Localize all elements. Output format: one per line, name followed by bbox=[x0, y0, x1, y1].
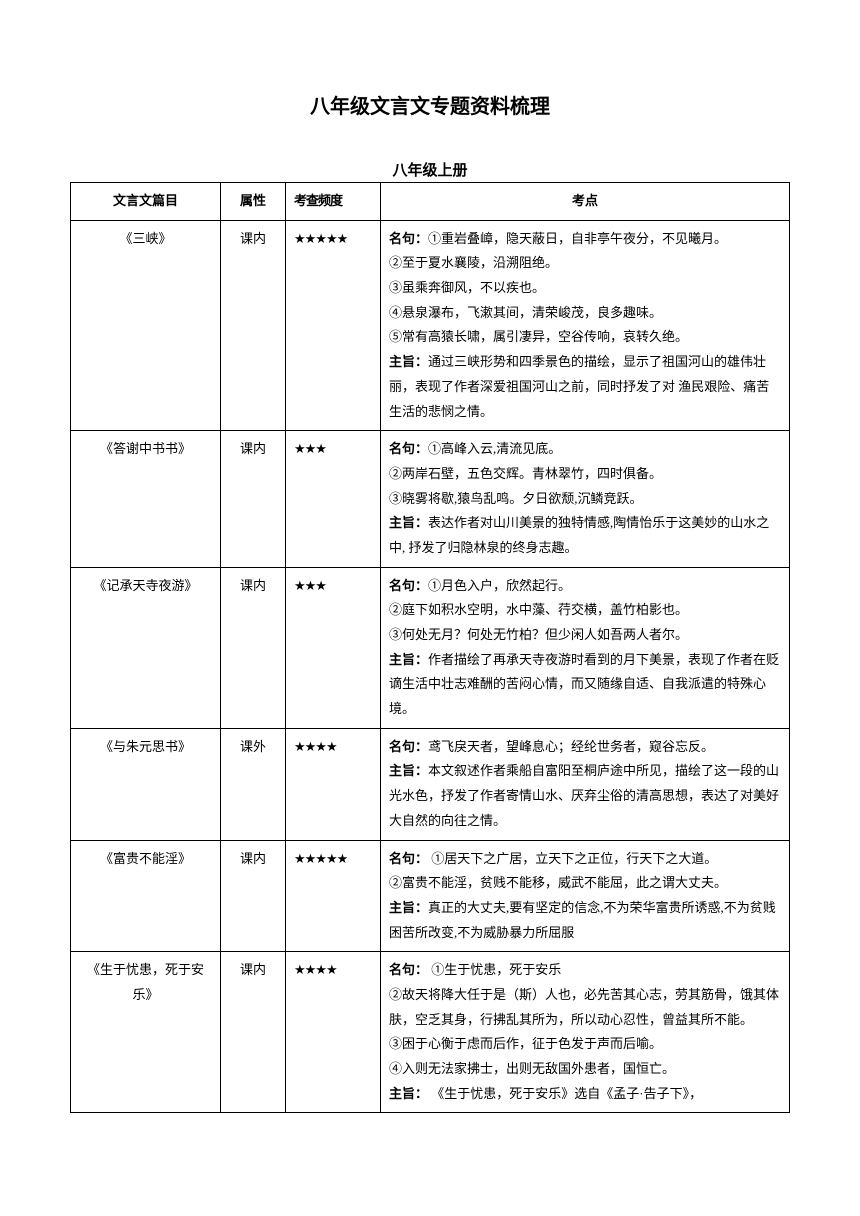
table-row: 《三峡》课内★★★★★ 名句：①重岩叠嶂，隐天蔽日，自非亭午夜分，不见曦月。 ②至于… bbox=[71, 220, 790, 431]
cell-attribute: 课内 bbox=[221, 220, 286, 431]
mingju-label: 名句： bbox=[389, 739, 428, 754]
mingju-line: ①生于忧患，死于安乐 bbox=[428, 962, 561, 977]
mingju-label: 名句： bbox=[389, 851, 428, 866]
mingju-label: 名句： bbox=[389, 441, 428, 456]
mingju-line: ③虽乘奔御风，不以疾也。 bbox=[389, 280, 545, 295]
mingju-line: ①重岩叠嶂，隐天蔽日，自非亭午夜分，不见曦月。 bbox=[428, 231, 727, 246]
header-frequency: 考查频度 bbox=[286, 183, 381, 221]
mingju-line: ⑤常有高猿长啸，属引凄异，空谷传响，哀转久绝。 bbox=[389, 329, 688, 344]
zhuzhi-label: 主旨： bbox=[389, 1086, 428, 1101]
zhuzhi-label: 主旨： bbox=[389, 763, 428, 778]
cell-frequency: ★★★ bbox=[286, 567, 381, 728]
mingju-label: 名句： bbox=[389, 962, 428, 977]
mingju-line: ①月色入户，欣然起行。 bbox=[428, 578, 571, 593]
cell-frequency: ★★★★ bbox=[286, 728, 381, 840]
cell-title: 《富贵不能淫》 bbox=[71, 840, 221, 952]
zhuzhi-label: 主旨： bbox=[389, 652, 428, 667]
mingju-line: ③何处无月？何处无竹柏？但少闲人如吾两人者尔。 bbox=[389, 627, 688, 642]
sub-title: 八年级上册 bbox=[70, 159, 790, 180]
mingju-line: ④悬泉瀑布，飞漱其间，清荣峻茂，良多趣味。 bbox=[389, 305, 662, 320]
cell-attribute: 课外 bbox=[221, 728, 286, 840]
zhuzhi-label: 主旨： bbox=[389, 515, 428, 530]
table-row: 《记承天寺夜游》课内★★★ 名句：①月色入户，欣然起行。 ②庭下如积水空明，水中藻、… bbox=[71, 567, 790, 728]
table-row: 《生于忧患，死于安乐》课内★★★★ 名句： ①生于忧患，死于安乐 ②故天将降大任于是… bbox=[71, 952, 790, 1113]
cell-points: 名句： ①居天下之广居，立天下之正位，行天下之大道。 ②富贵不能淫，贫贱不能移，威… bbox=[381, 840, 790, 952]
mingju-label: 名句： bbox=[389, 578, 428, 593]
cell-attribute: 课内 bbox=[221, 840, 286, 952]
cell-title: 《生于忧患，死于安乐》 bbox=[71, 952, 221, 1113]
header-attribute: 属性 bbox=[221, 183, 286, 221]
mingju-line: 鸢飞戾天者，望峰息心；经纶世务者，窥谷忘反。 bbox=[428, 739, 714, 754]
cell-frequency: ★★★ bbox=[286, 431, 381, 567]
mingju-line: ②富贵不能淫，贫贱不能移，威武不能屈，此之谓大丈夫。 bbox=[389, 875, 727, 890]
table-row: 《与朱元思书》课外★★★★名句：鸢飞戾天者，望峰息心；经纶世务者，窥谷忘反。主旨… bbox=[71, 728, 790, 840]
mingju-line: ①高峰入云,清流见底。 bbox=[428, 441, 561, 456]
zhuzhi-text: 本文叙述作者乘船自富阳至桐庐途中所见，描绘了这一段的山光水色，抒发了作者寄情山水… bbox=[389, 763, 779, 827]
table-row: 《富贵不能淫》课内★★★★★名句： ①居天下之广居，立天下之正位，行天下之大道。… bbox=[71, 840, 790, 952]
cell-attribute: 课内 bbox=[221, 567, 286, 728]
mingju-line: ③困于心衡于虑而后作，征于色发于声而后喻。 bbox=[389, 1036, 662, 1051]
zhuzhi-label: 主旨： bbox=[389, 900, 428, 915]
mingju-line: ②庭下如积水空明，水中藻、荇交横，盖竹柏影也。 bbox=[389, 602, 688, 617]
cell-attribute: 课内 bbox=[221, 431, 286, 567]
cell-frequency: ★★★★★ bbox=[286, 220, 381, 431]
cell-title: 《记承天寺夜游》 bbox=[71, 567, 221, 728]
cell-frequency: ★★★★★ bbox=[286, 840, 381, 952]
header-row: 文言文篇目 属性 考查频度 考点 bbox=[71, 183, 790, 221]
cell-title: 《答谢中书书》 bbox=[71, 431, 221, 567]
mingju-line: ①居天下之广居，立天下之正位，行天下之大道。 bbox=[428, 851, 717, 866]
mingju-line: ②两岸石壁，五色交辉。青林翠竹，四时俱备。 bbox=[389, 466, 662, 481]
cell-points: 名句： ①生于忧患，死于安乐 ②故天将降大任于是（斯）人也，必先苦其心志，劳其筋骨… bbox=[381, 952, 790, 1113]
zhuzhi-label: 主旨： bbox=[389, 354, 428, 369]
cell-title: 《与朱元思书》 bbox=[71, 728, 221, 840]
cell-attribute: 课内 bbox=[221, 952, 286, 1113]
mingju-line: ②至于夏水襄陵，沿溯阻绝。 bbox=[389, 255, 558, 270]
cell-points: 名句：鸢飞戾天者，望峰息心；经纶世务者，窥谷忘反。主旨：本文叙述作者乘船自富阳至… bbox=[381, 728, 790, 840]
mingju-line: ③晓雾将歇,猿鸟乱鸣。夕日欲颓,沉鳞竞跃。 bbox=[389, 491, 643, 506]
zhuzhi-text: 作者描绘了再承天寺夜游时看到的月下美景，表现了作者在贬谪生活中壮志难酬的苦闷心情… bbox=[389, 652, 779, 716]
cell-points: 名句：①高峰入云,清流见底。 ②两岸石壁，五色交辉。青林翠竹，四时俱备。 ③晓雾将歇… bbox=[381, 431, 790, 567]
zhuzhi-text: 表达作者对山川美景的独特情感,陶情怡乐于这美妙的山水之中, 抒发了归隐林泉的终身… bbox=[389, 515, 769, 555]
zhuzhi-text: 真正的大丈夫,要有坚定的信念,不为荣华富贵所诱惑,不为贫贱困苦所改变,不为威胁暴… bbox=[389, 900, 776, 940]
zhuzhi-text: 《生于忧患，死于安乐》选自《孟子·告子下》， bbox=[428, 1086, 702, 1101]
mingju-label: 名句： bbox=[389, 231, 428, 246]
header-title: 文言文篇目 bbox=[71, 183, 221, 221]
zhuzhi-text: 通过三峡形势和四季景色的描绘，显示了祖国河山的雄伟壮丽，表现了作者深爱祖国河山之… bbox=[389, 354, 769, 418]
mingju-line: ②故天将降大任于是（斯）人也，必先苦其心志，劳其筋骨，饿其体肤，空乏其身，行拂乱… bbox=[389, 987, 779, 1027]
header-points: 考点 bbox=[381, 183, 790, 221]
mingju-line: ④入则无法家拂士，出则无敌国外患者，国恒亡。 bbox=[389, 1061, 675, 1076]
cell-title: 《三峡》 bbox=[71, 220, 221, 431]
cell-points: 名句：①月色入户，欣然起行。 ②庭下如积水空明，水中藻、荇交横，盖竹柏影也。 ③何处… bbox=[381, 567, 790, 728]
main-title: 八年级文言文专题资料梳理 bbox=[70, 90, 790, 119]
cell-frequency: ★★★★ bbox=[286, 952, 381, 1113]
content-table: 文言文篇目 属性 考查频度 考点 《三峡》课内★★★★★名句：①重岩叠嶂，隐天蔽… bbox=[70, 182, 790, 1113]
table-row: 《答谢中书书》课内★★★ 名句：①高峰入云,清流见底。 ②两岸石壁，五色交辉。青林翠… bbox=[71, 431, 790, 567]
cell-points: 名句：①重岩叠嶂，隐天蔽日，自非亭午夜分，不见曦月。 ②至于夏水襄陵，沿溯阻绝。 ③… bbox=[381, 220, 790, 431]
